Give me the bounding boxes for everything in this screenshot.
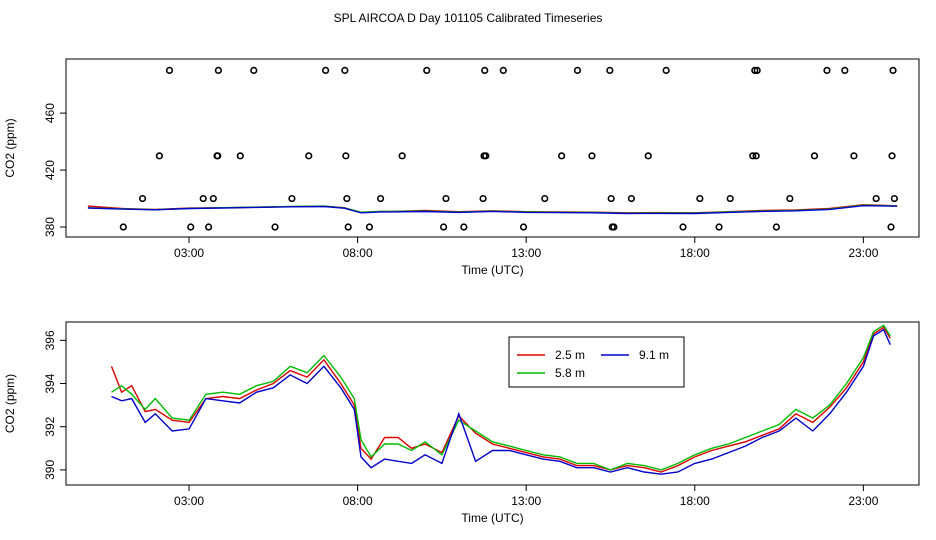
- x-tick-label: 08:00: [343, 246, 373, 260]
- legend-label: 9.1 m: [639, 348, 669, 362]
- reference-point: [887, 223, 895, 231]
- x-tick-label: 13:00: [511, 494, 541, 508]
- legend-label: 2.5 m: [555, 348, 585, 362]
- reference-point: [341, 66, 349, 74]
- y-tick-label: 390: [43, 460, 57, 480]
- reference-point: [558, 152, 566, 160]
- reference-point: [588, 152, 596, 160]
- reference-point: [749, 152, 757, 160]
- reference-point: [606, 66, 614, 74]
- y-tick-label: 394: [43, 373, 57, 393]
- plot-area: [110, 324, 891, 475]
- reference-point: [344, 223, 352, 231]
- reference-point: [679, 223, 687, 231]
- reference-point: [165, 66, 174, 74]
- reference-point: [236, 152, 244, 160]
- y-tick-label: 420: [43, 160, 57, 180]
- reference-point: [772, 223, 780, 231]
- x-tick-label: 03:00: [174, 494, 204, 508]
- reference-point: [850, 152, 858, 160]
- reference-point: [365, 223, 374, 231]
- reference-point: [726, 194, 734, 203]
- reference-point: [841, 66, 849, 74]
- x-tick-label: 18:00: [680, 494, 710, 508]
- series-line-5-8-m: [111, 324, 891, 471]
- reference-point: [810, 152, 819, 160]
- top-panel-reference-scatter: 03:00 08:00 13:00 18:00 23:00 Time (UTC) 380 42…: [3, 58, 920, 277]
- reference-point: [442, 194, 450, 203]
- plot-frame: [65, 58, 920, 238]
- reference-point: [479, 194, 487, 203]
- reference-point: [499, 66, 507, 74]
- figure-title: SPL AIRCOA D Day 101105 Calibrated Times…: [334, 11, 603, 25]
- legend-box: [508, 336, 685, 388]
- reference-point: [786, 194, 794, 203]
- reference-point: [519, 223, 528, 231]
- reference-point: [627, 194, 636, 203]
- reference-point: [250, 66, 258, 74]
- series-line-blue: [87, 204, 898, 215]
- y-tick-label: 380: [43, 217, 57, 237]
- reference-point: [481, 66, 489, 74]
- reference-point: [398, 152, 406, 160]
- reference-point: [460, 223, 468, 231]
- plot-area: [87, 203, 898, 215]
- reference-point: [271, 223, 279, 231]
- reference-point: [890, 194, 898, 203]
- y-axis-label: CO2 (ppm): [3, 118, 17, 177]
- x-tick-label: 18:00: [680, 246, 710, 260]
- legend-label: 5.8 m: [555, 366, 585, 380]
- reference-point: [753, 66, 761, 74]
- x-axis-label: Time (UTC): [461, 263, 523, 277]
- reference-point: [209, 194, 217, 203]
- reference-point: [214, 152, 222, 160]
- reference-point: [541, 194, 549, 203]
- reference-point: [573, 66, 582, 74]
- reference-point: [715, 223, 723, 231]
- reference-point: [423, 66, 431, 74]
- x-tick-label: 23:00: [848, 246, 878, 260]
- reference-point: [752, 152, 760, 160]
- reference-point: [199, 194, 207, 203]
- reference-point: [288, 194, 296, 203]
- x-axis-label: Time (UTC): [461, 511, 523, 525]
- reference-point: [610, 223, 618, 231]
- reference-point: [644, 152, 652, 160]
- reference-point: [889, 66, 897, 74]
- y-tick-label: 460: [43, 103, 57, 123]
- reference-point: [696, 194, 704, 203]
- reference-point: [214, 66, 222, 74]
- y-tick-label: 392: [43, 416, 57, 436]
- reference-point: [155, 152, 163, 160]
- reference-point: [482, 152, 490, 160]
- reference-point: [888, 152, 896, 160]
- bottom-panel-timeseries: 03:00 08:00 13:00 18:00 23:00 Time (UTC) 390 39…: [3, 321, 920, 525]
- reference-point: [119, 223, 127, 231]
- series-line-2-5-m: [110, 326, 891, 473]
- y-axis-label: CO2 (ppm): [3, 374, 17, 433]
- reference-point: [662, 66, 670, 74]
- reference-point: [187, 223, 195, 231]
- x-tick-label: 03:00: [174, 246, 204, 260]
- legend: 2.5 m 9.1 m 5.8 m: [508, 336, 685, 388]
- x-tick-label: 13:00: [511, 246, 541, 260]
- plot-frame: [65, 321, 920, 486]
- reference-point: [305, 152, 313, 160]
- reference-point: [322, 66, 330, 74]
- reference-point: [607, 194, 615, 203]
- reference-point: [138, 194, 147, 203]
- series-line-9-1-m: [111, 328, 891, 475]
- reference-point: [440, 223, 448, 231]
- x-tick-label: 23:00: [848, 494, 878, 508]
- y-tick-label: 396: [43, 330, 57, 350]
- x-tick-label: 08:00: [343, 494, 373, 508]
- reference-point: [872, 194, 880, 203]
- reference-point: [343, 194, 351, 203]
- reference-point: [376, 194, 385, 203]
- reference-point: [342, 152, 350, 160]
- reference-point: [205, 223, 213, 231]
- reference-point: [751, 66, 759, 74]
- reference-point: [823, 66, 831, 74]
